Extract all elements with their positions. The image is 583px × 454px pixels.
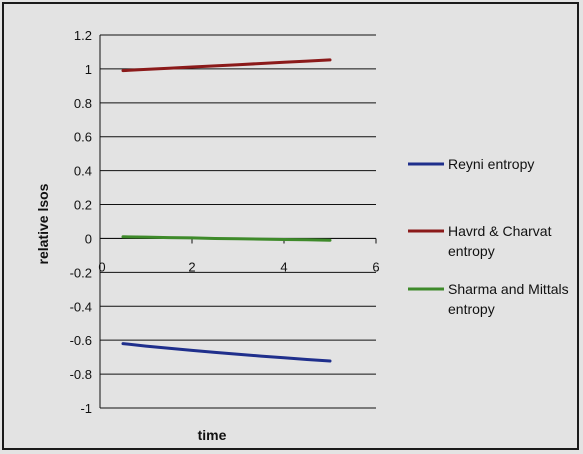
legend-label-sharma-line2: entropy	[448, 301, 495, 317]
y-tick-label: 0.8	[74, 96, 92, 111]
tick-labels: 1.2 1 0.8 0.6 0.4 0.2 0 -0.2 -0.4 -0.6 -0.8 -1 0 2 4 6	[70, 28, 380, 416]
y-tick-label: 1	[85, 62, 92, 77]
y-tick-label: -1	[80, 401, 92, 416]
legend-label-reyni: Reyni entropy	[448, 156, 534, 172]
x-axis-title: time	[198, 427, 227, 443]
legend-item-reyni: Reyni entropy	[408, 156, 534, 172]
legend-label-havrd-line2: entropy	[448, 243, 495, 259]
y-tick-label: -0.8	[70, 367, 92, 382]
series-line-1	[121, 58, 332, 73]
chart-container: 1.2 1 0.8 0.6 0.4 0.2 0 -0.2 -0.4 -0.6 -0.8 -1 0 2 4 6 …	[2, 2, 579, 450]
y-tick-label: 0.6	[74, 130, 92, 145]
x-tick-label: 2	[188, 259, 195, 274]
legend-item-havrd: Havrd & Charvat entropy	[408, 223, 552, 259]
y-tick-label: -0.4	[70, 299, 92, 314]
axes	[99, 35, 377, 408]
series-line-0	[121, 342, 332, 363]
legend-label-sharma-line1: Sharma and Mittals	[448, 281, 569, 297]
legend: Reyni entropy Havrd & Charvat entropy Sh…	[408, 156, 569, 317]
y-tick-label: 0.4	[74, 164, 92, 179]
line-chart: 1.210.80.60.40.20-0.2-0.4-0.6-0.8-10 2 4 6 …	[35, 28, 569, 443]
x-tick-label: 4	[280, 259, 287, 274]
series-line-2	[121, 235, 332, 242]
y-tick-label: -0.2	[70, 265, 92, 280]
series-lines	[121, 58, 332, 363]
gridlines	[100, 34, 376, 409]
y-tick-label: 0.2	[74, 198, 92, 213]
y-axis-title: relative lsos	[35, 183, 51, 264]
x-tick-label: 6	[372, 259, 379, 274]
y-tick-label: 1.2	[74, 28, 92, 43]
y-tick-label: 0	[85, 231, 92, 246]
y-tick-label: -0.6	[70, 333, 92, 348]
legend-item-sharma: Sharma and Mittals entropy	[408, 281, 569, 317]
x-tick-label: 0	[98, 259, 105, 274]
legend-label-havrd-line1: Havrd & Charvat	[448, 223, 552, 239]
